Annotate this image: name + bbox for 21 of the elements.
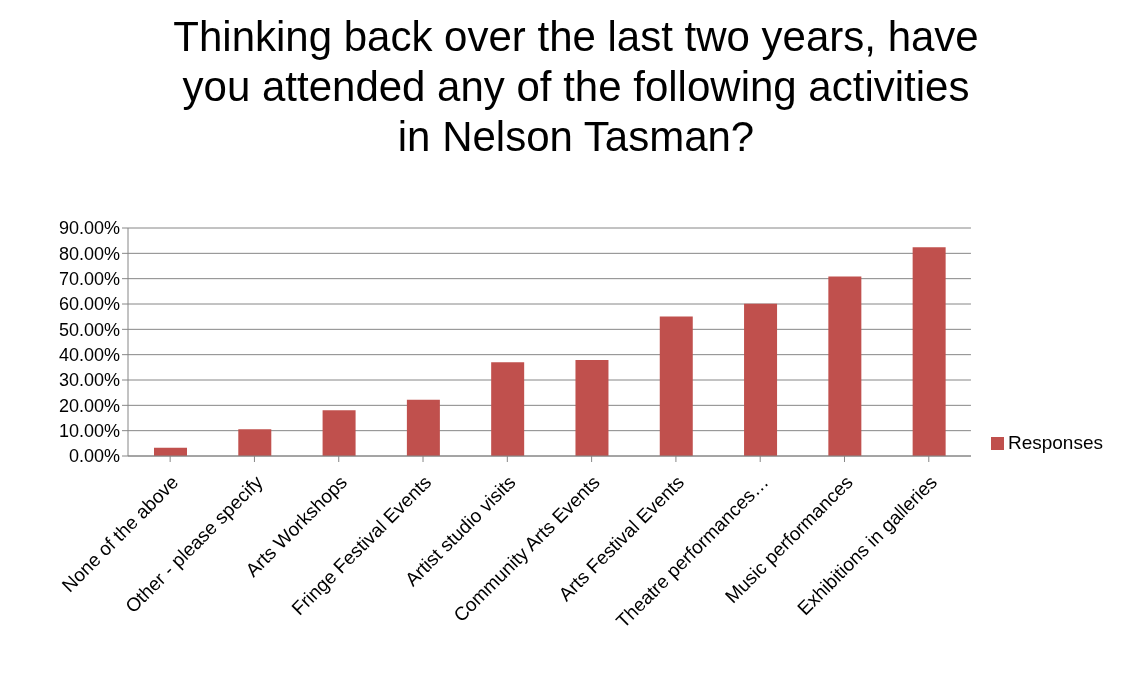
- y-tick-label: 90.00%: [58, 218, 120, 239]
- bar: [406, 399, 440, 456]
- y-tick-label: 60.00%: [58, 294, 120, 315]
- y-tick-label: 30.00%: [58, 370, 120, 391]
- bar: [912, 247, 946, 456]
- bar: [659, 316, 693, 456]
- y-tick-label: 0.00%: [68, 446, 120, 467]
- y-tick-label: 10.00%: [58, 421, 120, 442]
- y-tick-label: 20.00%: [58, 395, 120, 416]
- bar: [744, 303, 778, 456]
- y-tick-label: 80.00%: [58, 243, 120, 264]
- chart-title: Thinking back over the last two years, have you attended any of the following activities in Nelson Tasman?: [172, 12, 980, 162]
- y-tick-label: 70.00%: [58, 269, 120, 290]
- bar: [575, 359, 609, 456]
- bar: [828, 276, 862, 456]
- bar: [491, 362, 525, 456]
- bar: [238, 429, 272, 456]
- y-tick-label: 50.00%: [58, 319, 120, 340]
- bar: [322, 410, 356, 456]
- legend-label: Responses: [1007, 432, 1103, 453]
- y-tick-label: 40.00%: [58, 345, 120, 366]
